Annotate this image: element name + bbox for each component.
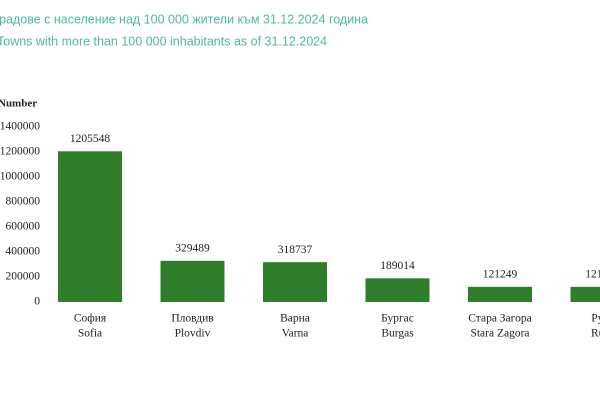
bar	[570, 286, 600, 302]
y-tick-label: 1000000	[0, 171, 40, 183]
x-tick-label: Stara Zagora	[470, 328, 529, 340]
x-tick-label: Sofia	[78, 328, 102, 340]
value-label: 318737	[278, 244, 313, 256]
x-tick-label: Стара Загора	[468, 313, 531, 325]
bar	[365, 278, 430, 302]
value-label: 1205548	[70, 133, 111, 145]
y-tick-label: 600000	[6, 221, 41, 233]
y-tick-label: 400000	[6, 246, 41, 258]
x-tick-label: Русе	[591, 313, 600, 325]
x-tick-label: Бургас	[381, 313, 414, 325]
value-label: 121000	[585, 269, 600, 281]
value-label: 329489	[175, 242, 210, 254]
bar	[468, 286, 532, 302]
x-tick-label: Пловдив	[171, 313, 214, 325]
bar	[160, 260, 225, 302]
value-label: 121249	[483, 268, 518, 280]
chart-title: Градове с население над 100 000 жители к…	[0, 12, 368, 26]
chart-subtitle: Towns with more than 100 000 inhabitants…	[0, 34, 327, 48]
x-tick-label: Варна	[280, 313, 310, 325]
value-label: 189014	[380, 260, 415, 272]
y-tick-label: 0	[34, 296, 40, 308]
x-tick-label: Plovdiv	[175, 328, 211, 340]
y-tick-label: 200000	[6, 271, 41, 283]
x-tick-label: Ruse	[591, 328, 600, 340]
x-tick-label: Varna	[282, 328, 309, 340]
x-tick-label: Burgas	[381, 328, 414, 340]
bar	[263, 262, 327, 302]
x-tick-label: София	[74, 313, 107, 325]
y-axis-label: Number	[0, 98, 37, 110]
bar	[58, 151, 122, 302]
y-tick-label: 800000	[6, 196, 41, 208]
y-tick-label: 1400000	[0, 121, 40, 133]
y-tick-label: 1200000	[0, 146, 40, 158]
